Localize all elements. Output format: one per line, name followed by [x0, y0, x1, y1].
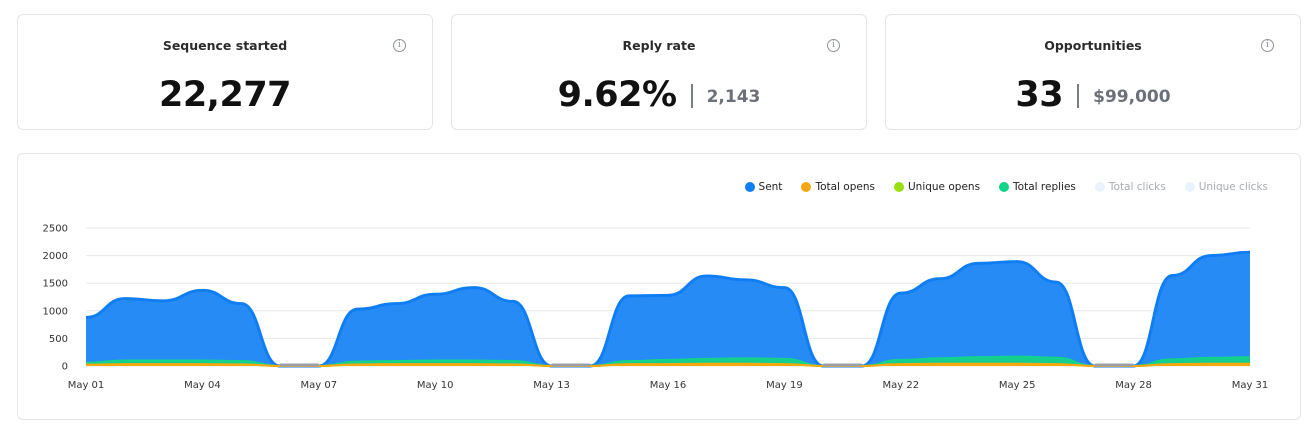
x-tick-label: May 01	[68, 380, 105, 391]
sent-area	[86, 252, 1250, 366]
x-tick-label: May 28	[1115, 380, 1152, 391]
legend-label: Total clicks	[1108, 181, 1166, 193]
legend-item-unique-clicks[interactable]: Unique clicks	[1184, 181, 1268, 193]
metric-value: 33	[1015, 75, 1064, 115]
metric-subvalue: $99,000	[1093, 87, 1171, 107]
legend-item-total-replies[interactable]: Total replies	[999, 181, 1076, 193]
y-tick-label: 500	[49, 334, 68, 345]
sequence-started-card: Sequence started i 22,277	[17, 14, 433, 130]
legend-label: Total replies	[1013, 181, 1076, 193]
y-tick-label: 1000	[43, 306, 68, 317]
info-icon[interactable]: i	[393, 39, 406, 52]
metric-row: 22,277	[18, 75, 432, 115]
metric-subvalue: 2,143	[706, 87, 761, 107]
legend-dot	[801, 182, 812, 192]
metric-divider	[690, 84, 693, 108]
x-tick-label: May 04	[184, 380, 221, 391]
x-tick-label: May 22	[883, 380, 920, 391]
x-tick-label: May 07	[301, 380, 338, 391]
x-tick-label: May 31	[1232, 380, 1269, 391]
legend-label: Total opens	[815, 181, 875, 193]
legend-label: Sent	[758, 181, 783, 193]
info-icon[interactable]: i	[1261, 39, 1274, 52]
area-chart: 0 500 1000 1500 2000 2500 May 01 May 04 May 07 Ma…	[43, 224, 1269, 392]
y-tick-label: 2000	[43, 251, 68, 262]
x-tick-label: May 10	[417, 380, 454, 391]
legend-label: Unique clicks	[1198, 181, 1268, 193]
legend-item-unique-opens[interactable]: Unique opens	[893, 181, 981, 193]
card-title: Opportunities	[1044, 38, 1142, 53]
legend-item-total-clicks[interactable]: Total clicks	[1094, 181, 1166, 193]
legend-item-sent[interactable]: Sent	[744, 181, 783, 193]
card-title: Sequence started	[162, 38, 288, 53]
metric-divider	[1077, 84, 1080, 108]
x-tick-label: May 13	[533, 380, 570, 391]
x-tick-label: May 25	[999, 380, 1036, 391]
card-title: Reply rate	[622, 38, 696, 53]
metric-row: 33 $99,000	[886, 75, 1300, 115]
legend-dot	[893, 182, 904, 192]
legend-item-total-opens[interactable]: Total opens	[801, 181, 875, 193]
reply-rate-card: Reply rate i 9.62% 2,143	[451, 14, 867, 130]
metric-value: 22,277	[158, 75, 292, 115]
chart-legend: Sent Total opens Unique opens Total repl…	[744, 181, 1268, 193]
x-tick-label: May 19	[766, 380, 803, 391]
legend-dot	[1184, 182, 1195, 192]
y-tick-label: 0	[62, 362, 68, 373]
opportunities-card: Opportunities i 33 $99,000	[885, 14, 1301, 130]
metric-value: 9.62%	[557, 75, 677, 115]
metric-row: 9.62% 2,143	[452, 75, 866, 115]
x-tick-label: May 16	[650, 380, 687, 391]
legend-dot	[999, 182, 1010, 192]
activity-chart-card: Sent Total opens Unique opens Total repl…	[17, 153, 1301, 420]
info-icon[interactable]: i	[827, 39, 840, 52]
legend-dot	[744, 182, 755, 192]
y-tick-label: 2500	[43, 224, 68, 235]
y-tick-label: 1500	[43, 279, 68, 290]
legend-label: Unique opens	[907, 181, 981, 193]
legend-dot	[1094, 182, 1105, 192]
